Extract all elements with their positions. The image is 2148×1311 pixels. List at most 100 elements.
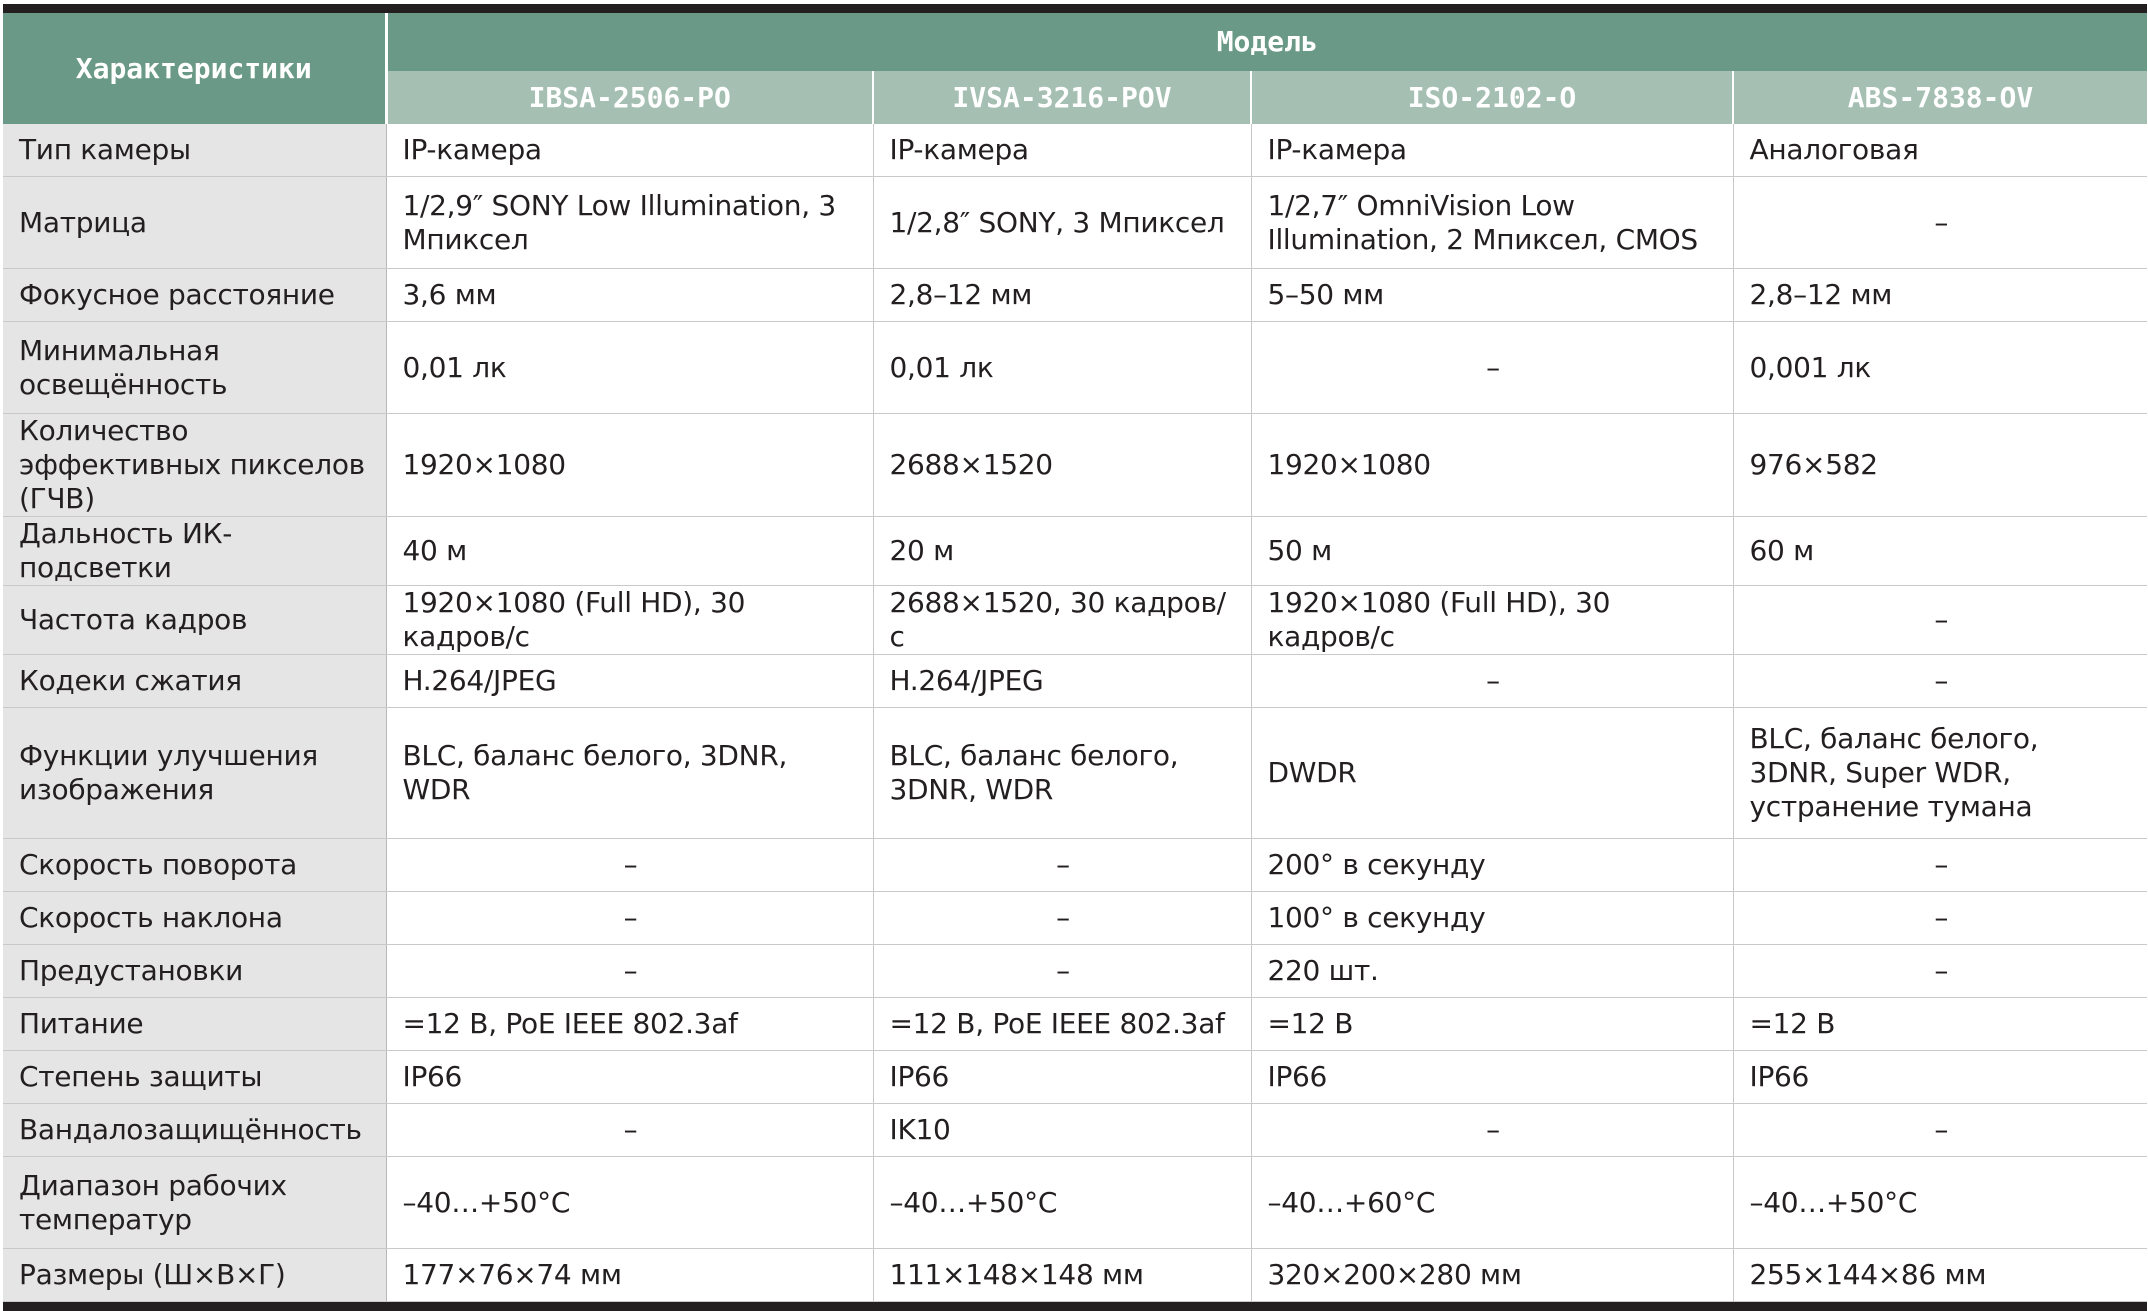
table-row: Питание =12 В, PoE IEEE 802.3af =12 В, P… [3, 997, 2148, 1051]
table-cell: – [1733, 585, 2148, 655]
row-label: Вандалозащищённость [3, 1103, 387, 1157]
row-label: Дальность ИК-подсветки [3, 516, 387, 586]
table-cell: BLC, баланс белого, 3DNR, Super WDR, уст… [1733, 707, 2148, 839]
table-cell: BLC, баланс белого, 3DNR, WDR [386, 707, 874, 839]
table-cell: 1920×1080 [386, 413, 874, 517]
table-cell: IP66 [386, 1050, 874, 1104]
table-cell: 320×200×280 мм [1251, 1248, 1734, 1302]
table-cell: 2688×1520 [873, 413, 1252, 517]
table-cell: 20 м [873, 516, 1252, 586]
table-cell: –40…+50°C [1733, 1156, 2148, 1249]
table-cell: 60 м [1733, 516, 2148, 586]
row-label: Размеры (Ш×В×Г) [3, 1248, 387, 1302]
row-label: Питание [3, 997, 387, 1051]
header-model-2: IVSA-3216-POV [873, 70, 1252, 124]
table-row: Функции улучшения изображения BLC, балан… [3, 707, 2148, 839]
table-cell: –40…+50°C [873, 1156, 1252, 1249]
table-cell: IP66 [1733, 1050, 2148, 1104]
row-label: Количество эффективных пикселов (ГЧВ) [3, 413, 387, 517]
table-cell: – [1733, 654, 2148, 708]
table-cell: – [873, 944, 1252, 998]
table-cell: 1/2,9″ SONY Low Illumination, 3 Мпиксел [386, 176, 874, 269]
table-row: Кодеки сжатия H.264/JPEG H.264/JPEG – – [3, 654, 2148, 708]
table-cell: 2,8–12 мм [873, 268, 1252, 322]
table-cell: IK10 [873, 1103, 1252, 1157]
table-cell: – [873, 891, 1252, 945]
row-label: Матрица [3, 176, 387, 269]
table-cell: IP-камера [1251, 124, 1734, 177]
table-cell: – [1733, 891, 2148, 945]
table-cell: 0,01 лк [873, 321, 1252, 414]
row-label: Степень защиты [3, 1050, 387, 1104]
table-cell: 1920×1080 [1251, 413, 1734, 517]
table-cell: 200° в секунду [1251, 838, 1734, 892]
table-cell: – [386, 838, 874, 892]
table-cell: Аналоговая [1733, 124, 2148, 177]
table-cell: 177×76×74 мм [386, 1248, 874, 1302]
table-cell: – [1251, 321, 1734, 414]
spec-table-frame: Характеристики Модель IBSA-2506-PO IVSA-… [3, 4, 2148, 1311]
row-label: Фокусное расстояние [3, 268, 387, 322]
table-cell: 2688×1520, 30 кадров/с [873, 585, 1252, 655]
table-cell: H.264/JPEG [386, 654, 874, 708]
table-cell: – [1251, 654, 1734, 708]
table-cell: =12 В [1251, 997, 1734, 1051]
table-header: Характеристики Модель IBSA-2506-PO IVSA-… [3, 13, 2148, 124]
table-row: Диапазон рабочих температур –40…+50°C –4… [3, 1156, 2148, 1249]
row-label: Скорость поворота [3, 838, 387, 892]
table-cell: –40…+60°C [1251, 1156, 1734, 1249]
table-cell: BLC, баланс белого, 3DNR, WDR [873, 707, 1252, 839]
header-model-3: ISO-2102-O [1251, 70, 1734, 124]
table-cell: IP-камера [386, 124, 874, 177]
table-cell: 40 м [386, 516, 874, 586]
row-label: Скорость наклона [3, 891, 387, 945]
header-model: Модель [386, 13, 2148, 71]
table-cell: – [1733, 1103, 2148, 1157]
table-row: Скорость поворота – – 200° в секунду – [3, 838, 2148, 892]
table-cell: IP-камера [873, 124, 1252, 177]
table-cell: 3,6 мм [386, 268, 874, 322]
table-cell: – [386, 944, 874, 998]
table-cell: 1920×1080 (Full HD), 30 кадров/с [386, 585, 874, 655]
table-cell: IP66 [1251, 1050, 1734, 1104]
row-label: Тип камеры [3, 124, 387, 177]
table-cell: –40…+50°C [386, 1156, 874, 1249]
table-cell: – [1733, 176, 2148, 269]
table-cell: =12 В, PoE IEEE 802.3af [873, 997, 1252, 1051]
header-model-4: ABS-7838-OV [1733, 70, 2148, 124]
table-row: Матрица 1/2,9″ SONY Low Illumination, 3 … [3, 176, 2148, 269]
table-cell: 1920×1080 (Full HD), 30 кадров/с [1251, 585, 1734, 655]
header-model-1: IBSA-2506-PO [386, 70, 874, 124]
table-cell: – [1251, 1103, 1734, 1157]
table-row: Размеры (Ш×В×Г) 177×76×74 мм 111×148×148… [3, 1248, 2148, 1302]
table-cell: – [1733, 838, 2148, 892]
row-label: Функции улучшения изображения [3, 707, 387, 839]
table-cell: =12 В, PoE IEEE 802.3af [386, 997, 874, 1051]
table-row: Фокусное расстояние 3,6 мм 2,8–12 мм 5–5… [3, 268, 2148, 322]
row-label: Диапазон рабочих температур [3, 1156, 387, 1249]
table-row: Предустановки – – 220 шт. – [3, 944, 2148, 998]
table-cell: 0,01 лк [386, 321, 874, 414]
table-cell: 0,001 лк [1733, 321, 2148, 414]
table-cell: – [873, 838, 1252, 892]
table-row: Степень защиты IP66 IP66 IP66 IP66 [3, 1050, 2148, 1104]
table-cell: 976×582 [1733, 413, 2148, 517]
table-row: Минимальная освещённость 0,01 лк 0,01 лк… [3, 321, 2148, 414]
table-row: Скорость наклона – – 100° в секунду – [3, 891, 2148, 945]
table-cell: 5–50 мм [1251, 268, 1734, 322]
table-cell: – [386, 1103, 874, 1157]
table-cell: – [1733, 944, 2148, 998]
table-body: Тип камеры IP-камера IP-камера IP-камера… [3, 124, 2148, 1302]
header-characteristics: Характеристики [3, 13, 388, 124]
table-cell: 50 м [1251, 516, 1734, 586]
table-cell: – [386, 891, 874, 945]
table-row: Тип камеры IP-камера IP-камера IP-камера… [3, 124, 2148, 177]
table-cell: 1/2,7″ OmniVision Low Illumination, 2 Мп… [1251, 176, 1734, 269]
table-cell: =12 В [1733, 997, 2148, 1051]
table-row: Вандалозащищённость – IK10 – – [3, 1103, 2148, 1157]
row-label: Предустановки [3, 944, 387, 998]
row-label: Кодеки сжатия [3, 654, 387, 708]
table-cell: 255×144×86 мм [1733, 1248, 2148, 1302]
table-cell: IP66 [873, 1050, 1252, 1104]
table-cell: 1/2,8″ SONY, 3 Мпиксел [873, 176, 1252, 269]
